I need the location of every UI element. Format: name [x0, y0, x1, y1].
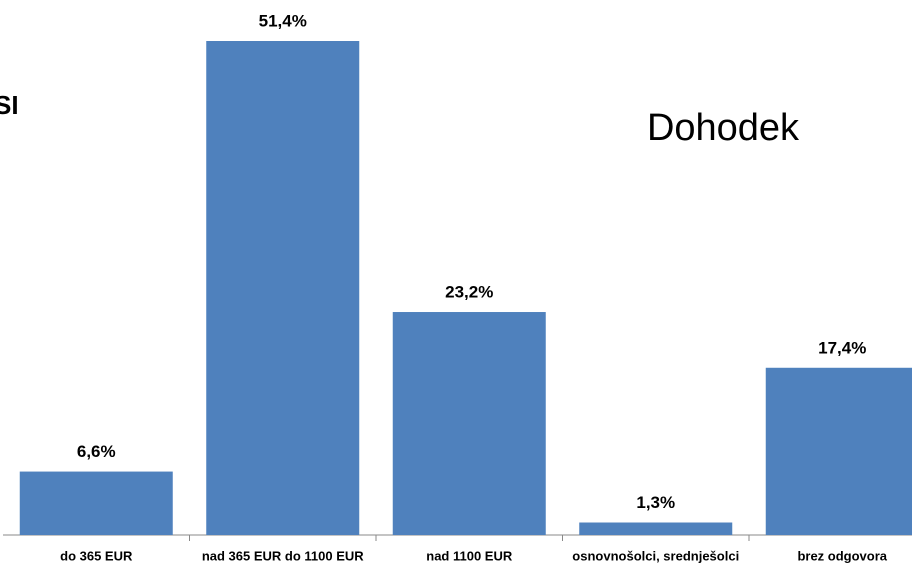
annotation: SI [0, 90, 19, 120]
value-label: 51,4% [259, 11, 307, 30]
x-tick-label: nad 1100 EUR [426, 548, 513, 563]
bar [765, 367, 912, 535]
x-tick-label: nad 365 EUR do 1100 EUR [202, 548, 364, 563]
x-tick-label: osnovnošolci, srednješolci [572, 548, 739, 563]
x-tick-label: do 365 EUR [60, 548, 133, 563]
value-label: 17,4% [818, 338, 866, 357]
value-label: 1,3% [636, 493, 675, 512]
value-label: 6,6% [77, 442, 116, 461]
bar [392, 312, 546, 535]
x-tick-label: brez odgovora [797, 548, 887, 563]
bar [19, 471, 173, 535]
bar [579, 522, 733, 535]
value-label: 23,2% [445, 283, 493, 302]
bar [206, 41, 360, 535]
chart-title: Dohodek [647, 107, 800, 149]
